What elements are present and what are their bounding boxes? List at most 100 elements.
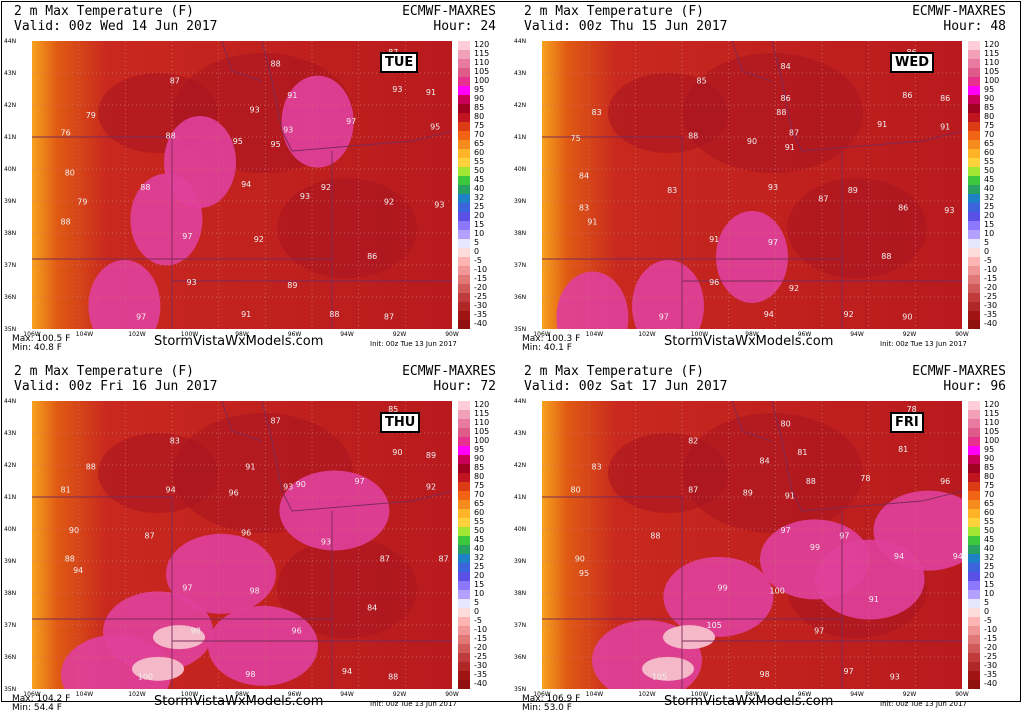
panel-title: 2 m Max Temperature (F) (524, 364, 705, 379)
color-scale-swatch (458, 302, 470, 311)
temperature-value: 98 (245, 670, 255, 679)
latitude-label: 44N (514, 38, 527, 45)
init-time: Init: 00z Tue 13 Jun 2017 (880, 700, 967, 708)
latitude-label: 42N (514, 102, 527, 109)
temperature-value: 88 (650, 532, 660, 541)
color-scale-label: 110 (474, 418, 490, 427)
latitude-label: 36N (4, 294, 17, 301)
temperature-value: 91 (709, 235, 719, 244)
color-scale-swatch (968, 68, 980, 77)
color-scale-swatch (968, 50, 980, 59)
temperature-value: 93 (434, 200, 444, 209)
temperature-value: 93 (890, 673, 900, 682)
color-scale-swatch (968, 680, 980, 689)
color-scale-label: -10 (474, 625, 488, 634)
init-time: Init: 00z Tue 13 Jun 2017 (370, 340, 457, 348)
extreme-heat-region (132, 656, 184, 681)
color-scale-swatch (458, 554, 470, 563)
color-scale-label: 80 (474, 472, 485, 481)
model-name: ECMWF-MAXRES (912, 4, 1006, 19)
min-value: Min: 40.1 F (522, 343, 572, 353)
color-scale-label: 45 (474, 535, 485, 544)
temperature-value: 100 (770, 586, 785, 595)
color-scale-label: 10 (474, 229, 485, 238)
color-scale-label: 55 (984, 517, 995, 526)
temperature-value: 96 (241, 529, 251, 538)
latitude-label: 35N (514, 686, 527, 693)
color-scale-label: 60 (984, 148, 995, 157)
temperature-value: 92 (426, 483, 436, 492)
max-value: Max: 104.2 F (12, 694, 71, 704)
color-scale-swatch (968, 77, 980, 86)
color-scale-swatch (968, 509, 980, 518)
color-scale-label: 15 (474, 580, 485, 589)
color-scale-swatch (968, 293, 980, 302)
color-scale-swatch (968, 104, 980, 113)
temperature-value: 92 (321, 183, 331, 192)
temperature-value: 96 (709, 278, 719, 287)
latitude-label: 39N (514, 198, 527, 205)
color-scale-swatch (458, 320, 470, 329)
color-scale-swatch (968, 482, 980, 491)
site-name: StormVistaWxModels.com (154, 334, 324, 349)
color-scale-label: 15 (984, 220, 995, 229)
color-scale-swatch (458, 464, 470, 473)
color-scale-label: 90 (984, 94, 995, 103)
color-scale-swatch (968, 266, 980, 275)
color-scale-label: -10 (984, 625, 998, 634)
color-scale-swatch (458, 635, 470, 644)
temperature-value: 84 (760, 457, 770, 466)
color-scale-swatch (458, 401, 470, 410)
init-time: Init: 00z Tue 13 Jun 2017 (370, 700, 457, 708)
color-scale-swatch (458, 158, 470, 167)
color-scale-label: 105 (984, 67, 1000, 76)
color-scale-label: 60 (474, 148, 485, 157)
color-scale-label: 10 (474, 589, 485, 598)
site-name: StormVistaWxModels.com (664, 694, 834, 709)
longitude-label: 104W (75, 331, 94, 338)
color-scale-label: -40 (984, 319, 998, 328)
latitude-label: 44N (4, 398, 17, 405)
color-scale-label: 105 (474, 67, 490, 76)
state-border (32, 496, 173, 689)
valid-time: Valid: 00z Thu 15 Jun 2017 (524, 19, 728, 34)
longitude-label: 106W (533, 331, 551, 338)
temperature-value: 92 (384, 198, 394, 207)
temperature-value: 83 (579, 203, 589, 212)
latitude-label: 40N (4, 526, 17, 533)
color-scale-swatch (968, 671, 980, 680)
temperature-value: 87 (271, 416, 281, 425)
color-scale-swatch (458, 113, 470, 122)
hot-region (873, 490, 962, 571)
color-scale-label: 75 (984, 121, 995, 130)
longitude-label: 100W (180, 331, 199, 338)
day-label: TUE (380, 52, 419, 73)
color-scale-swatch (968, 536, 980, 545)
temperature-value: 88 (388, 673, 398, 682)
panel-title-row: 2 m Max Temperature (F) ECMWF-MAXRES (14, 364, 496, 379)
temperature-value: 82 (688, 437, 698, 446)
map-panel: 2 m Max Temperature (F) ECMWF-MAXRES Valid… (514, 4, 1020, 353)
panel-title-row: 2 m Max Temperature (F) ECMWF-MAXRES (524, 4, 1006, 19)
color-scale-label: 105 (984, 427, 1000, 436)
site-name: StormVistaWxModels.com (664, 334, 834, 349)
color-scale-label: 90 (984, 454, 995, 463)
site-name: StormVistaWxModels.com (154, 694, 324, 709)
color-scale-swatch (458, 140, 470, 149)
color-scale-label: 65 (474, 139, 485, 148)
color-scale-swatch (458, 473, 470, 482)
color-scale-swatch (458, 599, 470, 608)
temperature-value: 93 (944, 206, 954, 215)
color-scale-label: 120 (474, 40, 490, 49)
color-scale-swatch (968, 257, 980, 266)
panel-title: 2 m Max Temperature (F) (14, 4, 195, 19)
color-scale-swatch (458, 122, 470, 131)
temperature-value: 86 (898, 203, 908, 212)
hot-region (279, 470, 390, 551)
longitude-label: 96W (797, 331, 812, 338)
latitude-label: 36N (514, 294, 527, 301)
temperature-value: 80 (781, 419, 791, 428)
color-scale-label: 0 (474, 607, 480, 616)
color-scale-swatch (968, 590, 980, 599)
color-scale-swatch (458, 248, 470, 257)
